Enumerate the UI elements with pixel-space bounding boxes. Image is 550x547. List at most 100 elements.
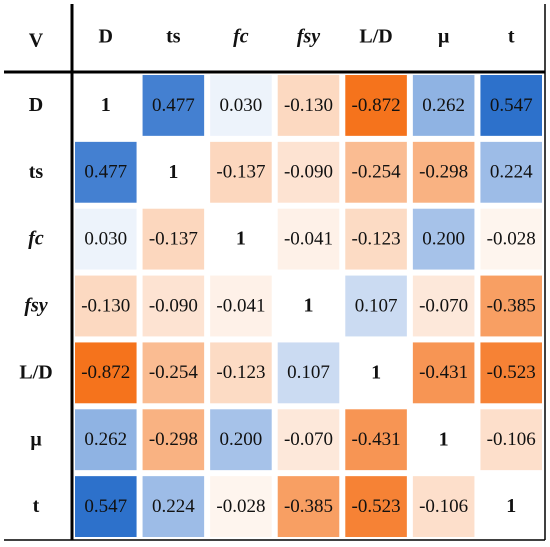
heatmap-cell xyxy=(75,75,137,136)
heatmap-cell xyxy=(480,141,542,203)
cell-value-label: -0.254 xyxy=(149,362,199,383)
cell-value-label: 0.107 xyxy=(287,362,330,383)
heatmap-cell xyxy=(142,476,205,537)
row-headers: Dts fc fsy L/D μ t xyxy=(19,94,52,517)
heatmap-cell xyxy=(345,275,407,337)
heatmap-cell xyxy=(277,342,340,404)
heatmap-cell xyxy=(412,409,475,471)
heatmap-cell xyxy=(480,75,542,136)
heatmap-cell xyxy=(210,342,272,404)
heatmap-cell xyxy=(142,75,205,136)
cell-value-label: 0.262 xyxy=(84,429,127,450)
row-header: ts xyxy=(29,161,44,183)
heatmap-cell xyxy=(277,208,340,270)
heatmap-cell xyxy=(345,342,407,404)
cell-value-label: 1 xyxy=(168,161,178,183)
cell-value-label: -0.130 xyxy=(81,295,130,316)
cell-value-label: 0.547 xyxy=(84,496,127,517)
heatmap-cells: 1 0.477 0.030 -0.130 -0.872 0.262 0.547 0.477 1 -… xyxy=(75,75,542,537)
cell-value-label: -0.090 xyxy=(149,295,198,316)
heatmap-cell xyxy=(412,75,475,136)
heatmap-cell xyxy=(210,275,272,337)
corner-label: V xyxy=(29,30,44,52)
row-header: t xyxy=(33,495,40,517)
cell-value-label: 0.200 xyxy=(422,229,465,250)
cell-value-label: 1 xyxy=(506,495,516,517)
heatmap-cell xyxy=(480,476,542,537)
heatmap-cell xyxy=(210,476,272,537)
cell-value-label: 0.547 xyxy=(490,95,533,116)
cell-value-label: 0.262 xyxy=(422,95,465,116)
cell-value-label: -0.254 xyxy=(352,162,402,183)
cell-value-label: -0.041 xyxy=(216,295,265,316)
cell-value-label: -0.070 xyxy=(419,295,468,316)
table-rules xyxy=(4,4,546,541)
cell-value-label: 0.107 xyxy=(355,295,398,316)
heatmap-cell xyxy=(480,342,542,404)
cell-value-label: -0.298 xyxy=(149,429,198,450)
cell-value-label: -0.385 xyxy=(487,295,536,316)
column-header: fsy xyxy=(297,26,320,48)
column-header: ts xyxy=(166,26,181,48)
heatmap-cell xyxy=(210,75,272,136)
cell-value-label: -0.523 xyxy=(352,496,401,517)
heatmap-cell xyxy=(412,342,475,404)
cell-value-label: -0.872 xyxy=(352,95,401,116)
row-header: fsy xyxy=(24,295,47,317)
cell-value-label: -0.123 xyxy=(216,362,265,383)
column-header: D xyxy=(99,26,113,48)
cell-value-label: -0.298 xyxy=(419,162,468,183)
heatmap-cell xyxy=(412,208,475,270)
heatmap-cell xyxy=(142,342,205,404)
cell-value-label: -0.106 xyxy=(419,496,468,517)
heatmap-cell xyxy=(75,476,137,537)
cell-value-label: -0.137 xyxy=(216,162,265,183)
heatmap-cell xyxy=(142,409,205,471)
heatmap-cell xyxy=(345,409,407,471)
cell-value-label: 0.477 xyxy=(152,95,195,116)
cell-value-label: 0.200 xyxy=(220,429,263,450)
row-header: L/D xyxy=(19,361,52,383)
heatmap-cell xyxy=(345,141,407,203)
cell-value-label: -0.872 xyxy=(81,362,130,383)
column-header: t xyxy=(508,26,515,48)
heatmap-cell xyxy=(75,342,137,404)
cell-value-label: -0.123 xyxy=(352,229,401,250)
cell-value-label: 1 xyxy=(304,295,314,317)
cell-value-label: 1 xyxy=(439,428,449,450)
column-header: L/D xyxy=(359,26,392,48)
cell-value-label: 1 xyxy=(371,361,381,383)
heatmap-cell xyxy=(75,409,137,471)
heatmap-cell xyxy=(480,208,542,270)
cell-value-label: -0.431 xyxy=(352,429,401,450)
column-header: fc xyxy=(233,26,249,48)
heatmap-cell xyxy=(210,409,272,471)
cell-value-label: -0.523 xyxy=(487,362,536,383)
heatmap-cell xyxy=(480,275,542,337)
cell-value-label: -0.028 xyxy=(216,496,265,517)
heatmap-cell xyxy=(345,208,407,270)
cell-value-label: 0.477 xyxy=(84,162,127,183)
heatmap-cell xyxy=(412,141,475,203)
cell-value-label: -0.137 xyxy=(149,229,198,250)
heatmap-cell xyxy=(210,141,272,203)
heatmap-cell xyxy=(75,208,137,270)
cell-value-label: -0.070 xyxy=(284,429,333,450)
heatmap-cell xyxy=(277,141,340,203)
cell-value-label: -0.090 xyxy=(284,162,333,183)
row-header: D xyxy=(29,94,43,116)
cell-value-label: -0.028 xyxy=(487,229,536,250)
row-header: fc xyxy=(28,228,44,250)
heatmap-cell xyxy=(412,275,475,337)
heatmap-cell xyxy=(277,75,340,136)
cell-value-label: 1 xyxy=(236,228,246,250)
heatmap-cell xyxy=(142,141,205,203)
cell-value-label: -0.041 xyxy=(284,229,333,250)
heatmap-cell xyxy=(75,275,137,337)
cell-value-label: 0.224 xyxy=(490,162,533,183)
cell-value-label: -0.431 xyxy=(419,362,468,383)
heatmap-cell xyxy=(142,208,205,270)
cell-value-label: 0.030 xyxy=(84,229,127,250)
heatmap-cell xyxy=(412,476,475,537)
